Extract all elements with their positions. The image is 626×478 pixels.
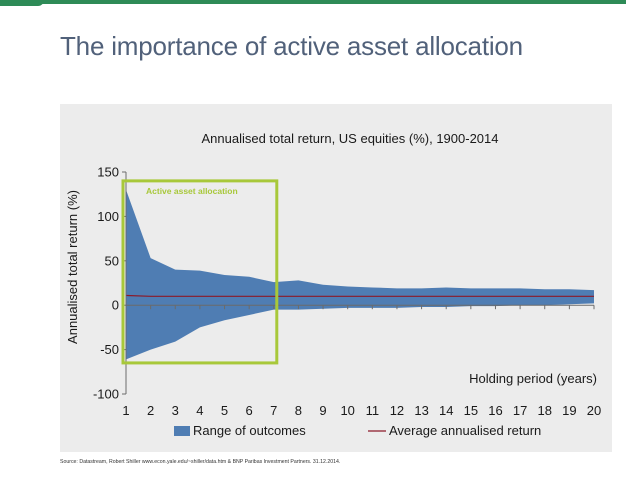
source-note: Source: Datastream, Robert Shiller www.e… bbox=[60, 459, 341, 465]
chart: Annualised total return, US equities (%)… bbox=[65, 131, 601, 438]
chart-panel: Annualised total return, US equities (%)… bbox=[60, 104, 612, 452]
y-axis-label: Annualised total return (%) bbox=[65, 190, 80, 344]
y-tick-label: 50 bbox=[105, 253, 119, 268]
x-tick-label: 12 bbox=[390, 403, 404, 418]
x-tick-label: 13 bbox=[414, 403, 428, 418]
x-tick-label: 10 bbox=[340, 403, 354, 418]
y-tick-label: -100 bbox=[93, 387, 119, 402]
x-tick-label: 19 bbox=[562, 403, 576, 418]
chart-title: Annualised total return, US equities (%)… bbox=[201, 131, 498, 146]
x-tick-label: 3 bbox=[172, 403, 179, 418]
legend-label-range: Range of outcomes bbox=[193, 423, 306, 438]
x-tick-label: 15 bbox=[464, 403, 478, 418]
legend: Range of outcomes Average annualised ret… bbox=[174, 423, 541, 438]
x-tick-label: 11 bbox=[366, 403, 380, 418]
legend-swatch-range bbox=[174, 426, 190, 436]
x-tick-label: 9 bbox=[319, 403, 326, 418]
x-tick-label: 20 bbox=[587, 403, 601, 418]
y-tick-label: 0 bbox=[112, 298, 119, 313]
x-tick-label: 14 bbox=[439, 403, 453, 418]
x-axis-label: Holding period (years) bbox=[469, 371, 597, 386]
legend-label-average: Average annualised return bbox=[389, 423, 541, 438]
active-allocation-box bbox=[121, 179, 279, 365]
x-tick-label: 18 bbox=[538, 403, 552, 418]
corner-accent bbox=[0, 0, 44, 6]
slide-title: The importance of active asset allocatio… bbox=[60, 31, 523, 61]
x-tick-label: 17 bbox=[513, 403, 527, 418]
x-tick-label: 1 bbox=[122, 403, 129, 418]
x-tick-label: 6 bbox=[246, 403, 253, 418]
x-tick-label: 2 bbox=[147, 403, 154, 418]
x-tick-label: 4 bbox=[196, 403, 203, 418]
x-tick-label: 8 bbox=[295, 403, 302, 418]
x-tick-label: 5 bbox=[221, 403, 228, 418]
x-tick-label: 16 bbox=[488, 403, 502, 418]
range-band bbox=[126, 189, 594, 360]
y-tick-label: 150 bbox=[97, 165, 119, 180]
y-tick-label: -50 bbox=[100, 342, 119, 357]
active-allocation-label: Active asset allocation bbox=[146, 186, 238, 196]
y-tick-label: 100 bbox=[97, 209, 119, 224]
top-accent-bar bbox=[0, 0, 626, 4]
average-return-line bbox=[125, 294, 594, 297]
x-tick-label: 7 bbox=[270, 403, 277, 418]
